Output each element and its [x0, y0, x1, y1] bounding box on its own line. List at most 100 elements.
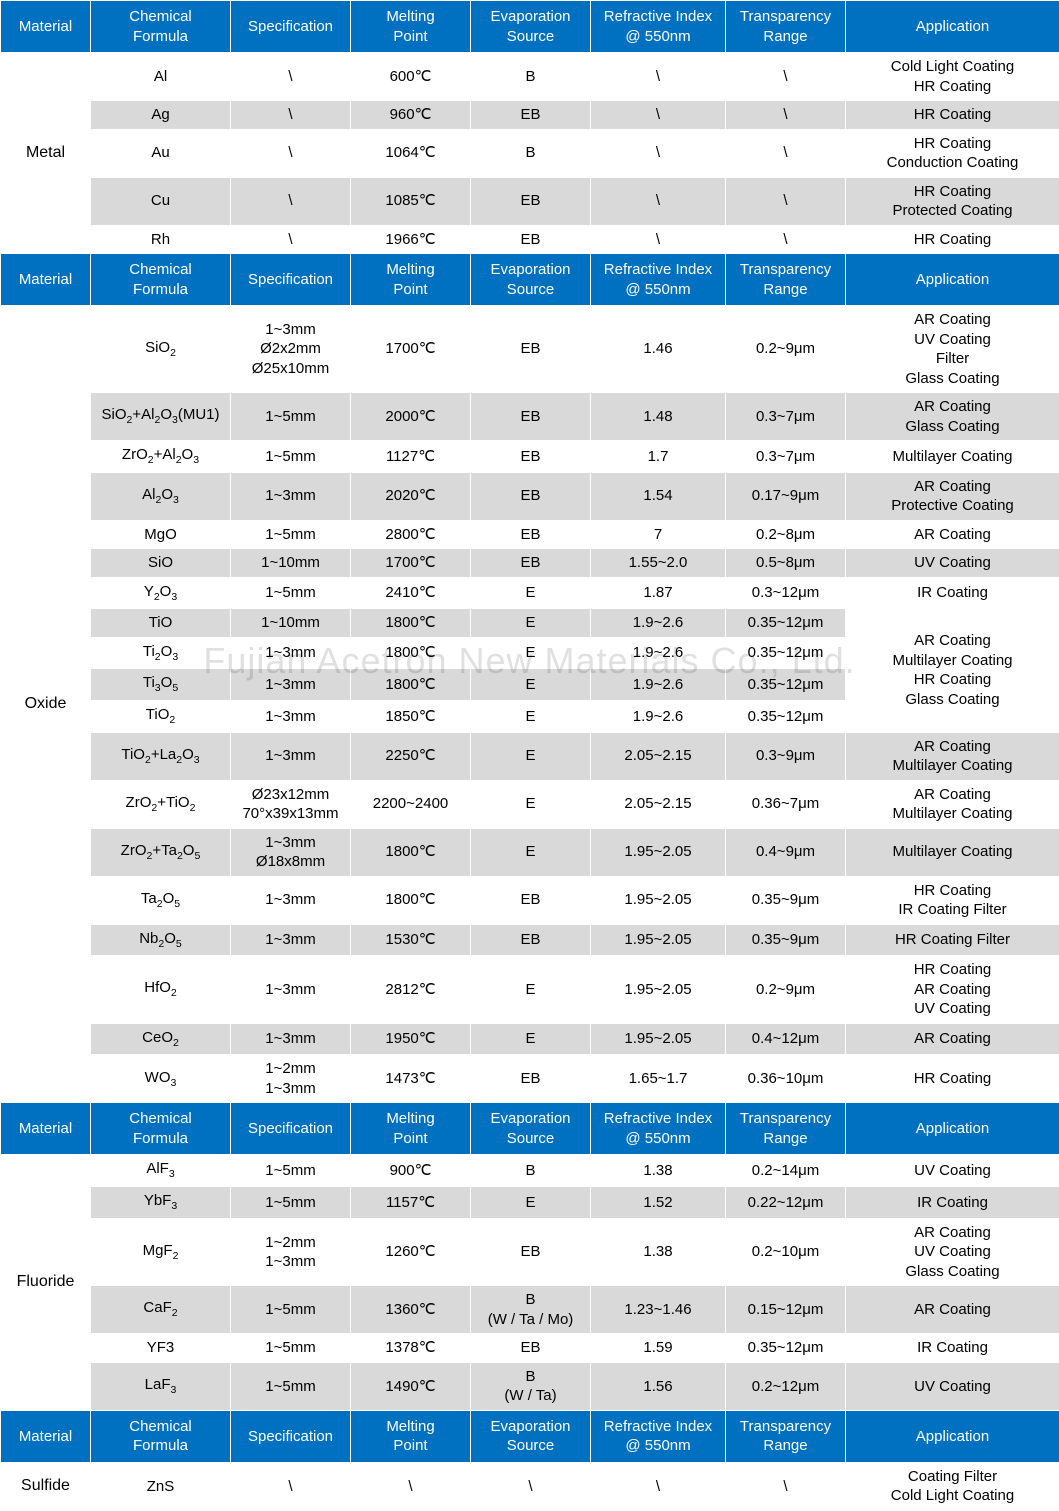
col-header: TransparencyRange — [726, 1, 846, 53]
app-cell: Cold Light CoatingHR Coating — [846, 53, 1059, 101]
tr-cell: 0.4~9μm — [726, 828, 846, 876]
col-header: MeltingPoint — [351, 1, 471, 53]
spec-cell: 1~5mm — [231, 1286, 351, 1334]
col-header: Application — [846, 1, 1059, 53]
col-header: Material — [1, 1, 91, 53]
col-header: Refractive Index@ 550nm — [591, 254, 726, 306]
ri-cell: 1.87 — [591, 577, 726, 609]
spec-cell: 1~10mm — [231, 549, 351, 578]
materials-table: MaterialChemicalFormulaSpecificationMelt… — [0, 0, 1059, 1511]
col-header: EvaporationSource — [471, 254, 591, 306]
tr-cell: 0.2~12μm — [726, 1362, 846, 1410]
formula-cell: TiO2 — [91, 701, 231, 733]
spec-cell: 1~3mm — [231, 956, 351, 1024]
tr-cell: 0.36~7μm — [726, 780, 846, 828]
app-cell: HR Coating — [846, 101, 1059, 130]
evap-cell: EB — [471, 393, 591, 441]
table-row: Ag\960℃EB\\HR Coating — [1, 101, 1059, 130]
evap-cell: EB — [471, 101, 591, 130]
mp-cell: 1700℃ — [351, 306, 471, 393]
formula-cell: LaF3 — [91, 1362, 231, 1410]
formula-cell: ZrO2+TiO2 — [91, 780, 231, 828]
table-row: YF31~5mm1378℃EB1.590.35~12μmIR Coating — [1, 1334, 1059, 1363]
category-cell: Oxide — [1, 306, 91, 1103]
ri-cell: 1.95~2.05 — [591, 924, 726, 956]
col-header: Application — [846, 1103, 1059, 1155]
col-header: Specification — [231, 1, 351, 53]
tr-cell: \ — [726, 101, 846, 130]
evap-cell: E — [471, 956, 591, 1024]
evap-cell: EB — [471, 306, 591, 393]
table-row: HfO21~3mm2812℃E1.95~2.050.2~9μmHR Coatin… — [1, 956, 1059, 1024]
tr-cell: 0.17~9μm — [726, 472, 846, 520]
tr-cell: 0.35~12μm — [726, 669, 846, 701]
evap-cell: E — [471, 637, 591, 669]
mp-cell: 2000℃ — [351, 393, 471, 441]
tr-cell: 0.4~12μm — [726, 1023, 846, 1055]
formula-cell: YbF3 — [91, 1187, 231, 1219]
col-header: MeltingPoint — [351, 1410, 471, 1462]
mp-cell: 1800℃ — [351, 669, 471, 701]
col-header: Application — [846, 254, 1059, 306]
evap-cell: E — [471, 701, 591, 733]
ri-cell: 1.56 — [591, 1362, 726, 1410]
spec-cell: \ — [231, 1462, 351, 1510]
spec-cell: 1~5mm — [231, 520, 351, 549]
tr-cell: 0.22~12μm — [726, 1187, 846, 1219]
app-cell: Multilayer Coating — [846, 828, 1059, 876]
spec-cell: Ø23x12mm70°x39x13mm — [231, 780, 351, 828]
evap-cell: \ — [471, 1462, 591, 1510]
table-row: OxideSiO21~3mmØ2x2mmØ25x10mm1700℃EB1.460… — [1, 306, 1059, 393]
mp-cell: 1700℃ — [351, 549, 471, 578]
ri-cell: \ — [591, 129, 726, 177]
col-header: Refractive Index@ 550nm — [591, 1, 726, 53]
mp-cell: 960℃ — [351, 101, 471, 130]
mp-cell: 1530℃ — [351, 924, 471, 956]
app-cell: AR Coating — [846, 1023, 1059, 1055]
evap-cell: E — [471, 669, 591, 701]
tr-cell: 0.3~7μm — [726, 393, 846, 441]
mp-cell: 1800℃ — [351, 828, 471, 876]
ri-cell: \ — [591, 225, 726, 254]
evap-cell: EB — [471, 924, 591, 956]
evap-cell: E — [471, 732, 591, 780]
table-row: MetalAl\600℃B\\Cold Light CoatingHR Coat… — [1, 53, 1059, 101]
app-cell: AR Coating — [846, 520, 1059, 549]
table-row: Ta2O51~3mm1800℃EB1.95~2.050.35~9μmHR Coa… — [1, 876, 1059, 924]
ri-cell: 1.54 — [591, 472, 726, 520]
app-cell: Coating FilterCold Light Coating — [846, 1462, 1059, 1510]
app-cell: IR Coating — [846, 577, 1059, 609]
spec-cell: \ — [231, 225, 351, 254]
app-cell: AR CoatingMultilayer CoatingHR CoatingGl… — [846, 609, 1059, 732]
col-header: MeltingPoint — [351, 1103, 471, 1155]
spec-cell: 1~3mmØ2x2mmØ25x10mm — [231, 306, 351, 393]
ri-cell: \ — [591, 177, 726, 225]
ri-cell: 1.23~1.46 — [591, 1286, 726, 1334]
evap-cell: E — [471, 609, 591, 638]
mp-cell: 1850℃ — [351, 701, 471, 733]
table-row: Cu\1085℃EB\\HR CoatingProtected Coating — [1, 177, 1059, 225]
evap-cell: B(W / Ta / Mo) — [471, 1286, 591, 1334]
app-cell: UV Coating — [846, 1155, 1059, 1187]
formula-cell: CaF2 — [91, 1286, 231, 1334]
col-header: Material — [1, 254, 91, 306]
tr-cell: 0.35~9μm — [726, 924, 846, 956]
table-row: MgF21~2mm1~3mm1260℃EB1.380.2~10μmAR Coat… — [1, 1218, 1059, 1286]
formula-cell: TiO — [91, 609, 231, 638]
col-header: EvaporationSource — [471, 1, 591, 53]
ri-cell: 1.9~2.6 — [591, 637, 726, 669]
mp-cell: 900℃ — [351, 1155, 471, 1187]
col-header: TransparencyRange — [726, 1103, 846, 1155]
evap-cell: EB — [471, 549, 591, 578]
col-header: ChemicalFormula — [91, 1103, 231, 1155]
spec-cell: 1~10mm — [231, 609, 351, 638]
table-row: CeO21~3mm1950℃E1.95~2.050.4~12μmAR Coati… — [1, 1023, 1059, 1055]
ri-cell: 1.38 — [591, 1155, 726, 1187]
table-row: SiO2+Al2O3(MU1)1~5mm2000℃EB1.480.3~7μmAR… — [1, 393, 1059, 441]
col-header: Material — [1, 1410, 91, 1462]
app-cell: AR CoatingUV CoatingFilterGlass Coating — [846, 306, 1059, 393]
tr-cell: 0.35~12μm — [726, 609, 846, 638]
evap-cell: E — [471, 828, 591, 876]
formula-cell: MgF2 — [91, 1218, 231, 1286]
formula-cell: Ti2O3 — [91, 637, 231, 669]
